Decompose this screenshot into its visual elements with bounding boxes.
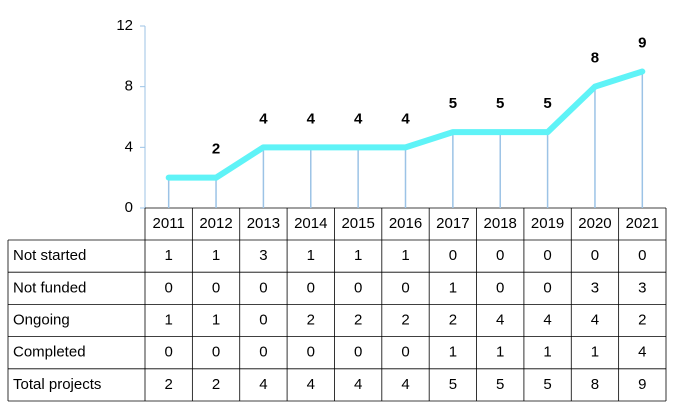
table-cell: 1 (401, 247, 409, 264)
table-cell: 4 (591, 311, 599, 328)
table-cell: 0 (496, 247, 504, 264)
y-tick-label: 0 (125, 199, 133, 216)
table-cell: 0 (212, 344, 220, 361)
table-cell: 1 (307, 247, 315, 264)
table-cell: 0 (543, 247, 551, 264)
table-cell: 4 (543, 311, 551, 328)
x-tick-label: 2021 (626, 215, 659, 232)
data-label: 5 (496, 95, 504, 112)
data-label: 4 (259, 110, 268, 127)
x-tick-label: 2015 (341, 215, 374, 232)
row-label: Ongoing (13, 311, 70, 328)
table-cell: 1 (449, 344, 457, 361)
table-cell: 0 (259, 344, 267, 361)
table-cell: 0 (307, 344, 315, 361)
x-tick-label: 2019 (531, 215, 564, 232)
table-cell: 3 (638, 279, 646, 296)
table-cell: 0 (354, 279, 362, 296)
data-label: 4 (401, 110, 410, 127)
y-tick-label: 12 (116, 17, 133, 34)
table-cell: 1 (354, 247, 362, 264)
table-cell: 0 (307, 279, 315, 296)
table-cell: 9 (638, 376, 646, 393)
table-cell: 2 (307, 311, 315, 328)
table-cell: 4 (638, 344, 646, 361)
table-cell: 0 (259, 311, 267, 328)
data-label: 4 (354, 110, 363, 127)
data-label: 4 (307, 110, 316, 127)
table-cell: 2 (354, 311, 362, 328)
table-cell: 5 (496, 376, 504, 393)
data-label: 8 (591, 50, 599, 67)
x-tick-label: 2017 (436, 215, 469, 232)
line (165, 68, 646, 181)
table-cell: 2 (165, 376, 173, 393)
row-label: Total projects (13, 376, 101, 393)
table-cell: 1 (212, 311, 220, 328)
x-tick-label: 2011 (153, 215, 185, 232)
table-cell: 5 (543, 376, 551, 393)
x-tick-label: 2016 (389, 215, 422, 232)
table-cell: 2 (638, 311, 646, 328)
x-tick-label: 2018 (484, 215, 517, 232)
table-cell: 0 (259, 279, 267, 296)
table-cell: 0 (591, 247, 599, 264)
table-cell: 0 (354, 344, 362, 361)
table-cell: 0 (543, 279, 551, 296)
table-cell: 3 (259, 247, 267, 264)
table-cell: 8 (591, 376, 599, 393)
data-label: 2 (212, 141, 220, 158)
table-cell: 1 (165, 311, 173, 328)
table-cell: 4 (401, 376, 409, 393)
table-cell: 0 (449, 247, 457, 264)
table-cell: 0 (165, 279, 173, 296)
data-label: 5 (449, 95, 457, 112)
table-cell: 2 (449, 311, 457, 328)
x-tick-label: 2020 (578, 215, 611, 232)
table-cell: 3 (591, 279, 599, 296)
table-cell: 0 (496, 279, 504, 296)
data-label: 5 (543, 95, 551, 112)
table-cell: 4 (496, 311, 504, 328)
table-cell: 4 (307, 376, 315, 393)
x-tick-label: 2014 (294, 215, 327, 232)
table-cell: 1 (212, 247, 220, 264)
table-cell: 1 (165, 247, 173, 264)
table-cell: 4 (259, 376, 267, 393)
table-cell: 1 (591, 344, 599, 361)
y-tick-label: 4 (125, 138, 133, 155)
table-cell: 0 (401, 344, 409, 361)
table-cell: 0 (638, 247, 646, 264)
table-cell: 1 (449, 279, 457, 296)
x-tick-label: 2012 (199, 215, 232, 232)
table-cell: 0 (212, 279, 220, 296)
table-cell: 1 (496, 344, 504, 361)
table-cell: 0 (165, 344, 173, 361)
table-cell: 4 (354, 376, 362, 393)
table-cell: 0 (401, 279, 409, 296)
row-label: Not funded (13, 279, 86, 296)
table-cell: 5 (449, 376, 457, 393)
table-cell: 1 (543, 344, 551, 361)
table-cell: 2 (212, 376, 220, 393)
data-label: 9 (638, 34, 646, 51)
y-tick-label: 8 (125, 78, 133, 95)
x-tick-label: 2013 (247, 215, 280, 232)
table-cell: 2 (401, 311, 409, 328)
row-label: Not started (13, 247, 86, 264)
row-label: Completed (13, 344, 86, 361)
